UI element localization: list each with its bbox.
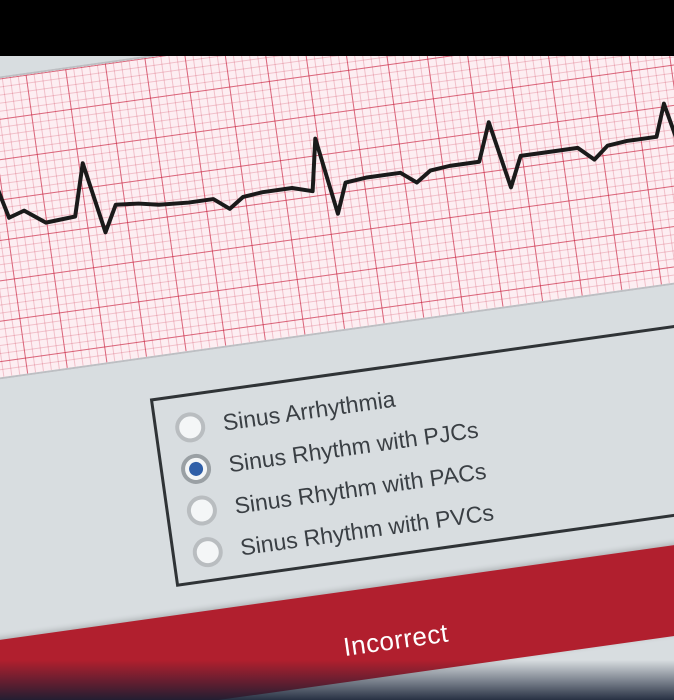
screen-bottom-shadow [0,660,674,700]
radio-icon [179,452,213,486]
answer-options-box: Sinus Arrhythmia Sinus Rhythm with PJCs … [150,321,674,587]
ecg-trace [0,0,674,381]
window-blackbar [0,0,674,56]
radio-icon [191,535,225,569]
quiz-scene: Sinus Arrhythmia Sinus Rhythm with PJCs … [0,0,674,700]
ecg-panel [0,0,674,381]
radio-icon [173,410,207,444]
ecg-path [0,73,674,265]
radio-icon [185,494,219,528]
feedback-text: Incorrect [341,617,450,662]
